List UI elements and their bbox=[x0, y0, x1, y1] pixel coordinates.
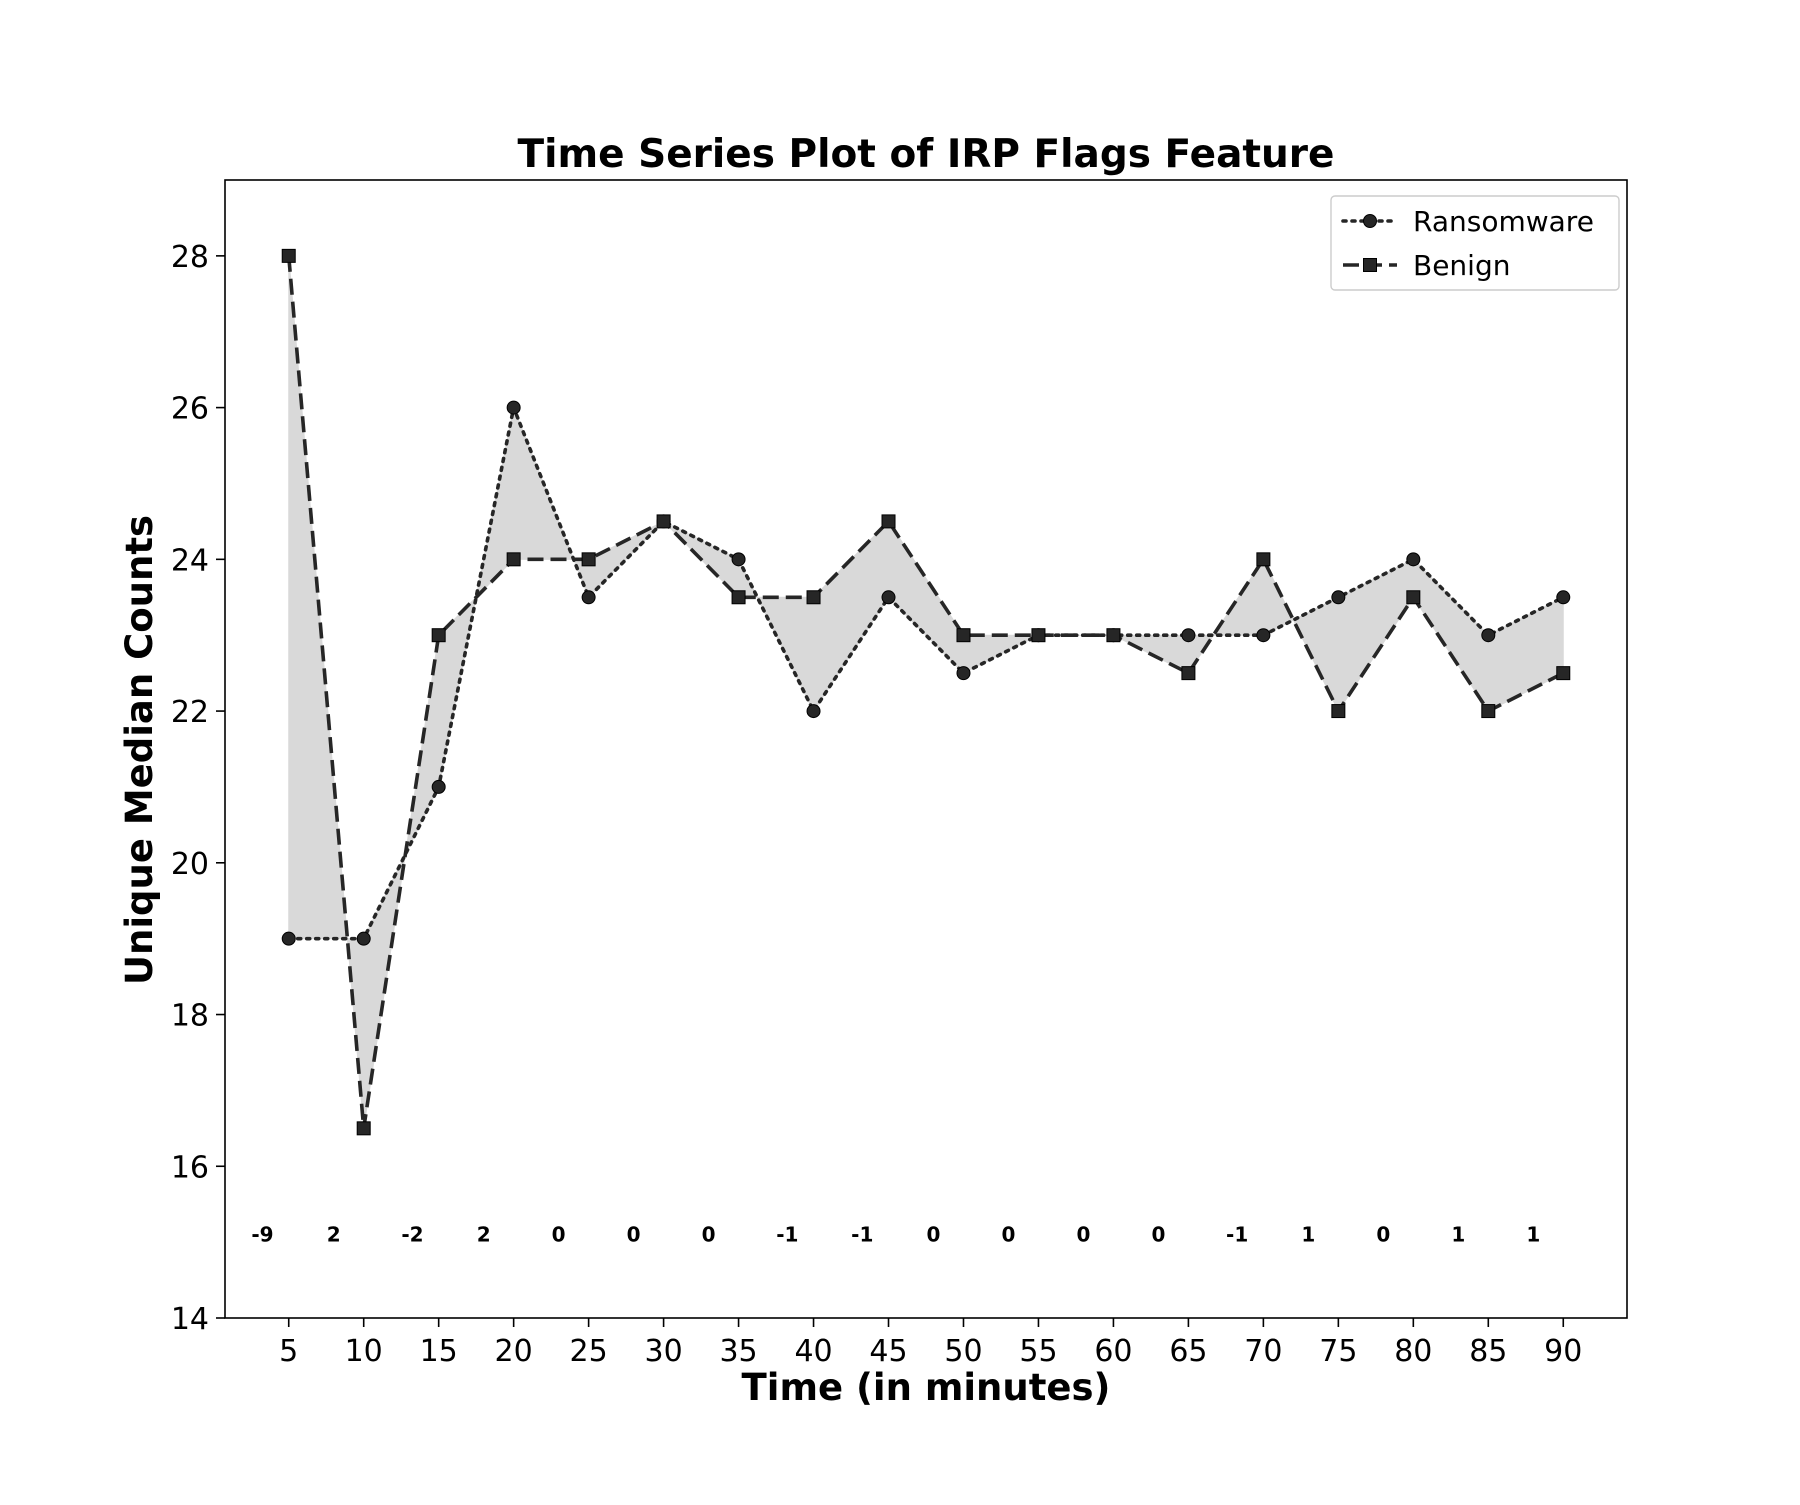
data-point-ransomware bbox=[806, 704, 821, 719]
difference-label: 2 bbox=[477, 1223, 491, 1247]
data-point-benign bbox=[1481, 704, 1496, 719]
y-tick-label-28: 28 bbox=[171, 240, 209, 275]
data-point-ransomware bbox=[431, 779, 446, 794]
data-point-ransomware bbox=[506, 400, 521, 415]
data-point-benign bbox=[281, 248, 296, 263]
difference-label: 0 bbox=[627, 1223, 641, 1247]
x-tick-label-90: 90 bbox=[1544, 1334, 1582, 1369]
x-tick-label-70: 70 bbox=[1244, 1334, 1282, 1369]
difference-label: 0 bbox=[1376, 1223, 1390, 1247]
data-point-ransomware bbox=[281, 931, 296, 946]
y-tick-label-26: 26 bbox=[171, 392, 209, 427]
difference-label: 0 bbox=[1002, 1223, 1016, 1247]
difference-label: 1 bbox=[1526, 1223, 1540, 1247]
data-point-ransomware bbox=[581, 590, 596, 605]
data-point-ransomware bbox=[1556, 590, 1571, 605]
series-line-ransomware bbox=[286, 401, 1566, 941]
fill-between-area bbox=[288, 255, 1564, 1129]
legend-box bbox=[1330, 195, 1620, 291]
x-tick-label-50: 50 bbox=[944, 1334, 982, 1369]
data-point-benign bbox=[1106, 628, 1121, 643]
legend: Ransomware Benign bbox=[1330, 195, 1620, 291]
legend-marker-ransomware bbox=[1363, 214, 1377, 228]
difference-label: -1 bbox=[851, 1223, 873, 1247]
difference-label: -9 bbox=[251, 1223, 273, 1247]
difference-label: 0 bbox=[702, 1223, 716, 1247]
difference-label: 0 bbox=[927, 1223, 941, 1247]
data-point-benign bbox=[1331, 704, 1346, 719]
data-point-benign bbox=[731, 590, 746, 605]
data-point-benign bbox=[1031, 628, 1046, 643]
x-tick-label-60: 60 bbox=[1094, 1334, 1132, 1369]
difference-label: 0 bbox=[1076, 1223, 1090, 1247]
x-tick-label-30: 30 bbox=[644, 1334, 682, 1369]
y-tick-label-22: 22 bbox=[171, 695, 209, 730]
x-tick-label-35: 35 bbox=[719, 1334, 757, 1369]
data-point-benign bbox=[806, 590, 821, 605]
difference-label: 0 bbox=[552, 1223, 566, 1247]
y-tick-label-16: 16 bbox=[171, 1150, 209, 1185]
data-point-ransomware bbox=[356, 931, 371, 946]
data-point-ransomware bbox=[1181, 628, 1196, 643]
data-point-benign bbox=[356, 1121, 371, 1136]
x-tick-label-5: 5 bbox=[279, 1334, 298, 1369]
x-tick-label-65: 65 bbox=[1169, 1334, 1207, 1369]
data-point-ransomware bbox=[1331, 590, 1346, 605]
x-tick-label-40: 40 bbox=[794, 1334, 832, 1369]
y-tick-label-14: 14 bbox=[171, 1302, 209, 1337]
x-tick-label-10: 10 bbox=[345, 1334, 383, 1369]
data-point-benign bbox=[506, 552, 521, 567]
difference-label: 0 bbox=[1151, 1223, 1165, 1247]
data-point-ransomware bbox=[956, 666, 971, 681]
data-point-benign bbox=[881, 514, 896, 529]
y-tick-label-20: 20 bbox=[171, 847, 209, 882]
data-point-ransomware bbox=[731, 552, 746, 567]
data-point-benign bbox=[656, 514, 671, 529]
data-point-benign bbox=[1181, 666, 1196, 681]
x-tick-label-80: 80 bbox=[1394, 1334, 1432, 1369]
x-tick-label-25: 25 bbox=[570, 1334, 608, 1369]
data-point-benign bbox=[1406, 590, 1421, 605]
data-point-benign bbox=[956, 628, 971, 643]
series-line-benign bbox=[286, 255, 1565, 1129]
legend-label-ransomware: Ransomware bbox=[1413, 205, 1594, 238]
difference-label: 2 bbox=[327, 1223, 341, 1247]
y-tick-label-24: 24 bbox=[171, 543, 209, 578]
x-axis-label: Time (in minutes) bbox=[742, 1366, 1111, 1409]
x-tick-label-55: 55 bbox=[1019, 1334, 1057, 1369]
difference-label: -1 bbox=[1226, 1223, 1248, 1247]
data-point-benign bbox=[431, 628, 446, 643]
x-tick-label-15: 15 bbox=[420, 1334, 458, 1369]
data-point-ransomware bbox=[1256, 628, 1271, 643]
data-point-benign bbox=[1256, 552, 1271, 567]
difference-label: -2 bbox=[401, 1223, 423, 1247]
axes-frame bbox=[224, 179, 1628, 1319]
data-point-benign bbox=[581, 552, 596, 567]
data-point-ransomware bbox=[1406, 552, 1421, 567]
y-axis-label: Unique Median Counts bbox=[118, 515, 161, 985]
data-point-benign bbox=[1556, 666, 1571, 681]
difference-label: -1 bbox=[776, 1223, 798, 1247]
legend-label-benign: Benign bbox=[1413, 249, 1510, 282]
chart-title: Time Series Plot of IRP Flags Feature bbox=[518, 132, 1335, 177]
y-tick-label-18: 18 bbox=[171, 999, 209, 1034]
difference-label: 1 bbox=[1301, 1223, 1315, 1247]
x-tick-label-75: 75 bbox=[1319, 1334, 1357, 1369]
data-point-ransomware bbox=[1481, 628, 1496, 643]
x-tick-label-20: 20 bbox=[495, 1334, 533, 1369]
x-tick-label-45: 45 bbox=[869, 1334, 907, 1369]
difference-label: 1 bbox=[1451, 1223, 1465, 1247]
legend-marker-benign bbox=[1363, 258, 1377, 272]
data-point-ransomware bbox=[881, 590, 896, 605]
x-tick-label-85: 85 bbox=[1469, 1334, 1507, 1369]
